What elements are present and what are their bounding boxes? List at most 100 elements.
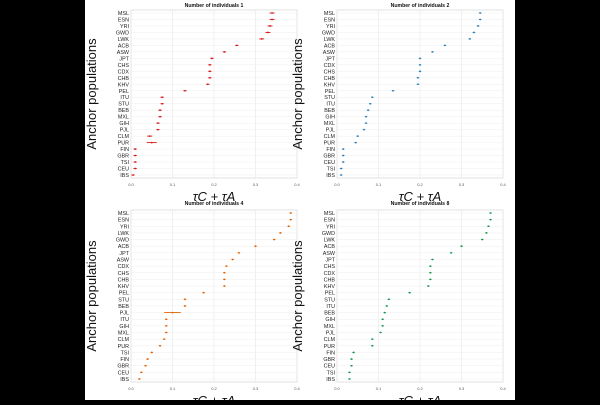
y-tick-label: IBS <box>326 377 335 383</box>
y-tick-label: GWD <box>322 231 335 237</box>
data-point <box>269 25 271 27</box>
data-point <box>208 63 211 66</box>
data-point <box>144 364 147 367</box>
panel-title: Number of individuals 8 <box>391 201 450 207</box>
y-tick-label: CHB <box>118 277 130 283</box>
y-tick-label: MXL <box>324 121 335 127</box>
y-tick-label: JPT <box>119 56 129 62</box>
data-point <box>165 324 168 327</box>
y-tick-label: MSL <box>324 211 335 217</box>
data-point <box>140 371 143 374</box>
data-point <box>223 50 226 53</box>
y-tick-label: MXL <box>118 115 129 121</box>
y-tick-label: ITU <box>326 102 335 108</box>
data-point <box>165 318 168 321</box>
y-tick-label: MXL <box>118 331 129 337</box>
x-tick-label: 0.2 <box>417 182 423 187</box>
x-axis-label: τC + τA <box>193 189 236 204</box>
data-point <box>489 218 492 221</box>
data-point <box>279 232 282 234</box>
y-tick-label: CEU <box>324 364 335 370</box>
y-tick-label: ASW <box>117 257 130 263</box>
data-point <box>254 245 257 248</box>
y-tick-label: STU <box>118 102 129 108</box>
y-tick-label: ASW <box>117 50 130 56</box>
x-axis-label: τC + τA <box>399 393 442 400</box>
data-point <box>429 278 432 281</box>
y-tick-label: ESN <box>324 218 335 224</box>
data-point <box>473 31 475 34</box>
data-point <box>231 258 234 261</box>
data-point <box>171 311 174 314</box>
y-tick-label: ACB <box>324 244 335 250</box>
y-tick-label: ITU <box>120 317 129 323</box>
data-point <box>365 122 367 125</box>
data-point <box>342 148 345 150</box>
y-tick-label: LWK <box>118 37 130 43</box>
y-tick-label: ACB <box>324 43 335 49</box>
y-tick-label: FIN <box>326 147 335 153</box>
x-tick-label: 0.1 <box>170 182 176 187</box>
x-tick-label: 0.4 <box>294 386 300 391</box>
data-point <box>450 251 453 254</box>
data-point <box>208 70 211 73</box>
data-point <box>223 278 226 281</box>
y-tick-label: BEB <box>118 108 129 114</box>
y-tick-label: ASW <box>323 251 336 257</box>
data-point <box>260 38 263 40</box>
y-tick-label: GBR <box>117 154 129 160</box>
data-point <box>148 135 151 138</box>
y-tick-label: BEB <box>118 304 129 310</box>
data-point <box>487 225 490 228</box>
x-tick-label: 0.2 <box>417 386 423 391</box>
data-point <box>271 12 273 14</box>
data-point <box>371 338 374 341</box>
data-point <box>371 96 374 99</box>
x-tick-label: 0.2 <box>211 386 217 391</box>
data-point <box>134 161 137 163</box>
y-tick-label: MXL <box>324 324 335 330</box>
data-point <box>161 102 164 105</box>
data-point <box>481 238 484 241</box>
y-tick-label: GIH <box>325 317 335 323</box>
panel-title: Number of individuals 4 <box>185 201 244 207</box>
data-point <box>342 161 345 163</box>
y-tick-label: GWD <box>322 30 335 36</box>
y-tick-label: ESN <box>118 218 129 224</box>
data-point <box>385 305 388 307</box>
data-point <box>350 364 353 367</box>
data-point <box>479 12 482 14</box>
y-tick-label: PUR <box>118 344 129 350</box>
y-tick-label: LWK <box>118 231 130 237</box>
data-point <box>184 89 186 92</box>
data-point <box>202 291 205 294</box>
data-point <box>417 83 419 86</box>
y-tick-label: GIH <box>119 121 129 127</box>
y-tick-label: GWD <box>116 30 129 36</box>
data-point <box>225 265 228 268</box>
data-point <box>427 285 430 287</box>
x-tick-label: 0.0 <box>128 386 134 391</box>
y-tick-label: PJL <box>326 331 335 337</box>
y-tick-label: JPT <box>119 251 129 257</box>
y-tick-label: PEL <box>119 89 129 95</box>
x-tick-label: 0.0 <box>334 386 340 391</box>
y-axis-label: Anchor populations <box>290 38 305 150</box>
data-point <box>367 109 370 112</box>
y-tick-label: ITU <box>120 95 129 101</box>
data-point <box>157 122 159 125</box>
y-axis-label: Anchor populations <box>85 38 99 150</box>
figure: 0.0 0.1 0.2 0.3 0.4 MSL ESN YRI GWD LWK ACB ASW JPT C… <box>84 0 515 405</box>
data-point <box>489 212 492 214</box>
y-axis-label: Anchor populations <box>290 240 305 352</box>
panel-title: Number of individuals 2 <box>391 3 450 9</box>
data-point <box>157 128 159 131</box>
x-tick-label: 0.3 <box>253 386 259 391</box>
y-tick-label: CHB <box>118 76 130 82</box>
y-tick-label: CLM <box>324 337 336 343</box>
data-point <box>238 251 240 254</box>
data-point <box>289 212 292 214</box>
y-tick-label: BEB <box>324 108 335 114</box>
data-point <box>165 331 168 334</box>
data-point <box>381 318 384 321</box>
